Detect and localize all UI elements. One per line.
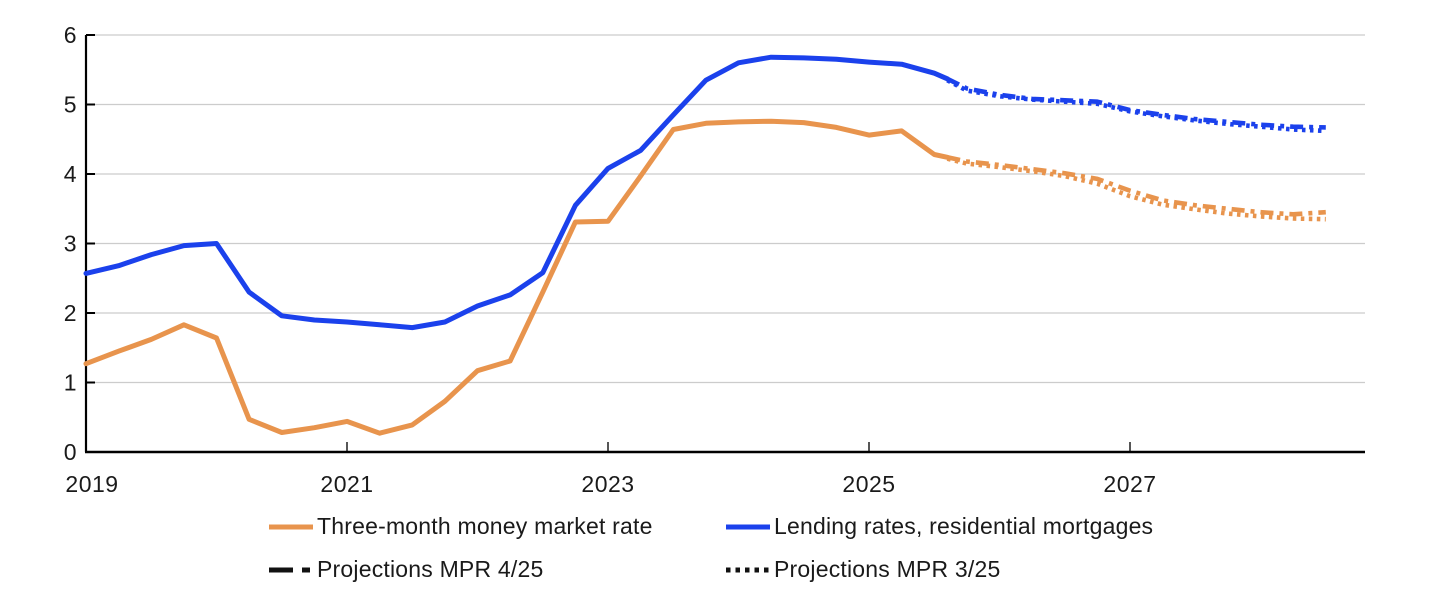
x-axis-label: 2025 <box>842 471 895 497</box>
y-axis-label: 0 <box>64 439 77 465</box>
series-mortgage-projection-mpr-4-25 <box>946 76 1326 130</box>
y-axis-label: 1 <box>64 370 77 396</box>
y-axis-label: 3 <box>64 231 77 257</box>
series-money-market-rate <box>83 118 950 436</box>
series-mortgage-lending-rate <box>83 54 950 331</box>
x-axis-label: 2027 <box>1103 471 1156 497</box>
y-axis-label: 4 <box>64 161 77 187</box>
y-axis-label: 5 <box>64 92 77 118</box>
series-money-market-projection-mpr-3-25 <box>946 156 1326 222</box>
x-axis-label: 2021 <box>320 471 373 497</box>
y-axis-label: 2 <box>64 300 77 326</box>
x-axis-label: 2019 <box>65 471 118 497</box>
y-axis-label: 6 <box>64 22 77 48</box>
x-axis-label: 2023 <box>581 471 634 497</box>
series-mortgage-projection-mpr-3-25 <box>946 78 1326 134</box>
series-money-market-projection-mpr-4-25 <box>946 155 1326 217</box>
